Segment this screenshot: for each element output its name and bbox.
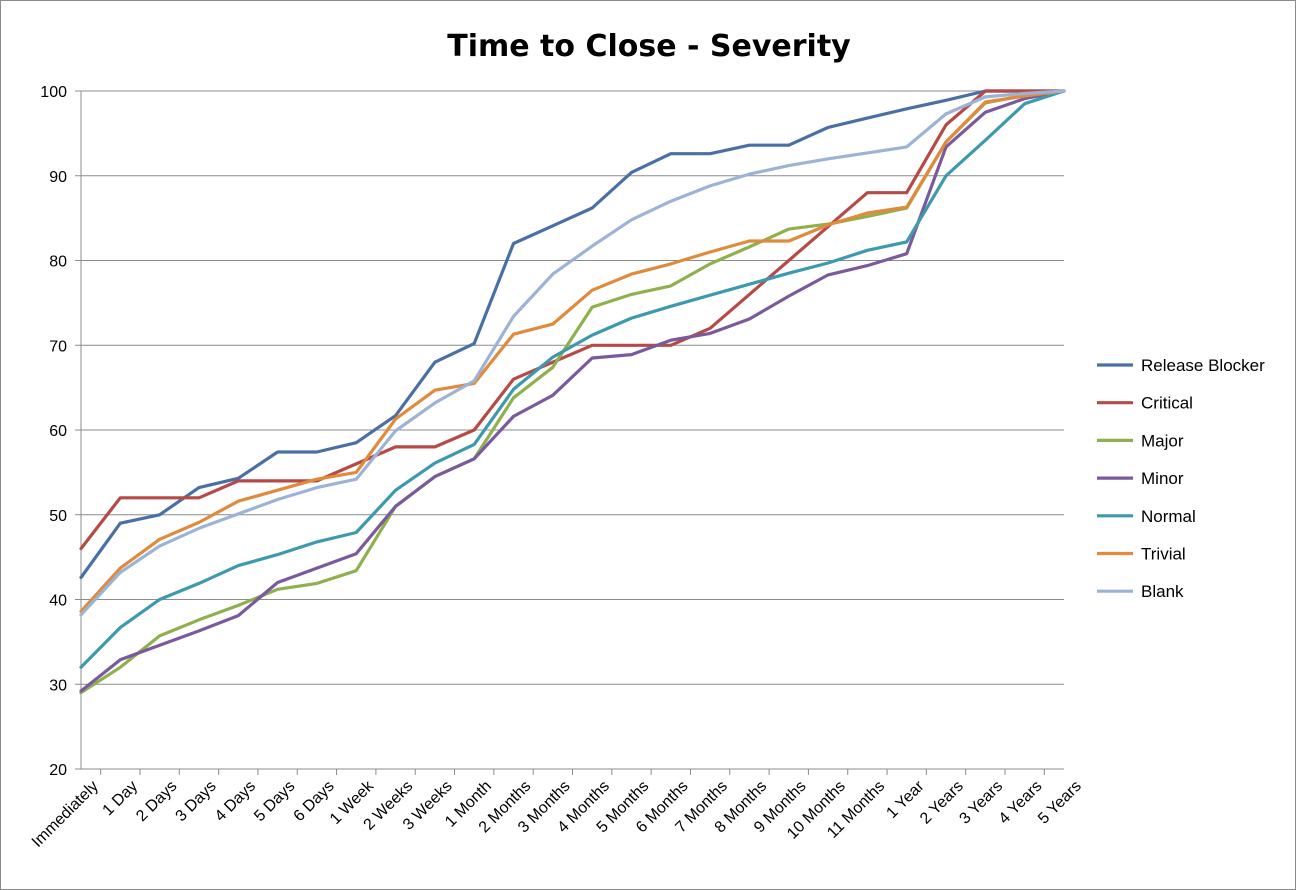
legend-item: Minor — [1097, 469, 1184, 488]
legend-item: Normal — [1097, 507, 1196, 526]
legend-label: Minor — [1141, 469, 1184, 488]
series-lines — [79, 89, 1066, 695]
legend: Release Blocker Critical Major Minor Normal T… — [1097, 356, 1265, 601]
legend-item: Major — [1097, 431, 1184, 450]
legend-label: Normal — [1141, 507, 1196, 526]
x-tick-label: 3 Years — [956, 778, 1006, 828]
legend-label: Major — [1141, 431, 1184, 450]
y-tick-label: 90 — [49, 169, 67, 186]
y-tick-label: 40 — [49, 593, 67, 610]
legend-label: Trivial — [1141, 545, 1186, 564]
series-line-trivial — [79, 89, 1066, 614]
x-tick-label: Immediately — [29, 778, 102, 851]
legend-label: Release Blocker — [1141, 356, 1265, 375]
legend-label: Blank — [1141, 582, 1184, 601]
y-tick-label: 20 — [49, 762, 67, 779]
x-tick-label: 5 Days — [251, 778, 298, 825]
x-tick-label: 2 Years — [917, 778, 967, 828]
x-tick-label: 5 Years — [1035, 778, 1085, 828]
x-tick-label: 2 Days — [133, 778, 180, 825]
series-line-critical — [79, 89, 1066, 551]
series-line-minor — [79, 89, 1066, 693]
y-tick-label: 60 — [49, 423, 67, 440]
series-line-major — [79, 89, 1066, 695]
chart-title: Time to Close - Severity — [447, 29, 851, 64]
series-line-release-blocker — [79, 89, 1066, 580]
legend-item: Critical — [1097, 394, 1193, 413]
legend-item: Blank — [1097, 582, 1184, 601]
y-tick-label: 80 — [49, 254, 67, 271]
x-tick-label: 3 Days — [173, 778, 220, 825]
series-line-blank — [79, 89, 1066, 617]
x-tick-label: 4 Years — [996, 778, 1046, 828]
y-tick-label: 30 — [49, 677, 67, 694]
y-tick-label: 100 — [40, 84, 67, 101]
legend-label: Critical — [1141, 394, 1193, 413]
legend-item: Release Blocker — [1097, 356, 1265, 375]
y-tick-label: 70 — [49, 338, 67, 355]
x-tick-label: 4 Days — [212, 778, 259, 825]
series-line-normal — [79, 89, 1066, 669]
y-tick-label: 50 — [49, 508, 67, 525]
legend-item: Trivial — [1097, 545, 1186, 564]
